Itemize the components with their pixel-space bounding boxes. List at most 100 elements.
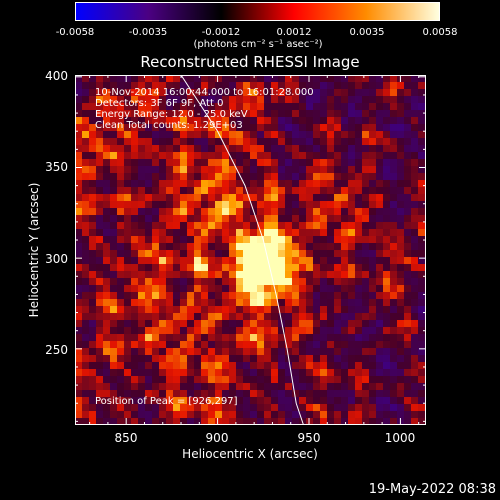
heatmap-cell: [138, 355, 146, 363]
heatmap-cell: [257, 82, 265, 90]
heatmap-cell: [208, 285, 216, 293]
heatmap-cell: [194, 411, 202, 419]
heatmap-cell: [173, 285, 181, 293]
heatmap-cell: [257, 390, 265, 398]
heatmap-cell: [103, 285, 111, 293]
heatmap-cell: [306, 187, 314, 195]
heatmap-cell: [404, 131, 412, 139]
heatmap-cell: [397, 138, 405, 146]
heatmap-cell: [131, 201, 139, 209]
heatmap-cell: [369, 418, 377, 426]
heatmap-cell: [208, 152, 216, 160]
heatmap-cell: [166, 166, 174, 174]
heatmap-cell: [341, 201, 349, 209]
heatmap-cell: [299, 82, 307, 90]
heatmap-cell: [257, 159, 265, 167]
heatmap-cell: [131, 390, 139, 398]
heatmap-cell: [348, 208, 356, 216]
heatmap-cell: [194, 124, 202, 132]
heatmap-cell: [411, 292, 419, 300]
heatmap-cell: [348, 145, 356, 153]
heatmap-cell: [264, 334, 272, 342]
heatmap-cell: [229, 411, 237, 419]
heatmap-cell: [362, 299, 370, 307]
heatmap-cell: [173, 250, 181, 258]
heatmap-cell: [411, 110, 419, 118]
heatmap-cell: [208, 187, 216, 195]
heatmap-cell: [215, 355, 223, 363]
heatmap-cell: [215, 152, 223, 160]
heatmap-cell: [96, 397, 104, 405]
heatmap-cell: [397, 313, 405, 321]
heatmap-cell: [313, 82, 321, 90]
heatmap-cell: [299, 103, 307, 111]
heatmap-cell: [278, 271, 286, 279]
heatmap-cell: [96, 75, 104, 83]
heatmap-cell: [194, 103, 202, 111]
heatmap-cell: [306, 383, 314, 391]
heatmap-cell: [327, 292, 335, 300]
heatmap-cell: [124, 159, 132, 167]
heatmap-cell: [243, 278, 251, 286]
heatmap-cell: [299, 215, 307, 223]
heatmap-cell: [250, 89, 258, 97]
heatmap-cell: [404, 383, 412, 391]
heatmap-cell: [292, 313, 300, 321]
heatmap-cell: [110, 166, 118, 174]
heatmap-cell: [243, 411, 251, 419]
heatmap-cell: [327, 201, 335, 209]
heatmap-cell: [264, 264, 272, 272]
heatmap-cell: [355, 348, 363, 356]
heatmap-cell: [292, 411, 300, 419]
heatmap-cell: [89, 194, 97, 202]
heatmap-cell: [264, 229, 272, 237]
heatmap-cell: [152, 348, 160, 356]
heatmap-cell: [236, 334, 244, 342]
heatmap-cell: [250, 313, 258, 321]
heatmap-cell: [320, 110, 328, 118]
heatmap-cell: [82, 103, 90, 111]
heatmap-cell: [229, 369, 237, 377]
heatmap-cell: [334, 166, 342, 174]
heatmap-cell: [404, 306, 412, 314]
plot-area: 10-Nov-2014 16:00:44.000 to 16:01:28.000…: [75, 74, 433, 426]
heatmap-cell: [418, 418, 426, 426]
heatmap-cell: [341, 383, 349, 391]
heatmap-cell: [110, 411, 118, 419]
heatmap-cell: [383, 131, 391, 139]
heatmap-cell: [271, 341, 279, 349]
heatmap-cell: [229, 229, 237, 237]
heatmap-cell: [278, 299, 286, 307]
heatmap-cell: [383, 299, 391, 307]
heatmap-cell: [173, 383, 181, 391]
heatmap-cell: [411, 334, 419, 342]
heatmap-cell: [124, 292, 132, 300]
heatmap-cell: [390, 110, 398, 118]
heatmap-cell: [103, 215, 111, 223]
heatmap-cell: [145, 96, 153, 104]
heatmap-cell: [292, 103, 300, 111]
heatmap-cell: [187, 285, 195, 293]
heatmap-cell: [131, 320, 139, 328]
heatmap-cell: [376, 250, 384, 258]
heatmap-cell: [376, 166, 384, 174]
heatmap-cell: [82, 313, 90, 321]
heatmap-cell: [110, 187, 118, 195]
heatmap-cell: [334, 355, 342, 363]
heatmap-cell: [96, 103, 104, 111]
heatmap-cell: [103, 348, 111, 356]
heatmap-cell: [390, 243, 398, 251]
heatmap-cell: [82, 187, 90, 195]
heatmap-cell: [341, 173, 349, 181]
heatmap-cell: [89, 313, 97, 321]
heatmap-cell: [250, 222, 258, 230]
heatmap-cell: [208, 348, 216, 356]
heatmap-cell: [236, 278, 244, 286]
heatmap-cell: [320, 145, 328, 153]
heatmap-cell: [278, 89, 286, 97]
heatmap-cell: [138, 159, 146, 167]
heatmap-cell: [383, 271, 391, 279]
heatmap-cell: [222, 159, 230, 167]
heatmap-cell: [355, 390, 363, 398]
heatmap-cell: [208, 117, 216, 125]
